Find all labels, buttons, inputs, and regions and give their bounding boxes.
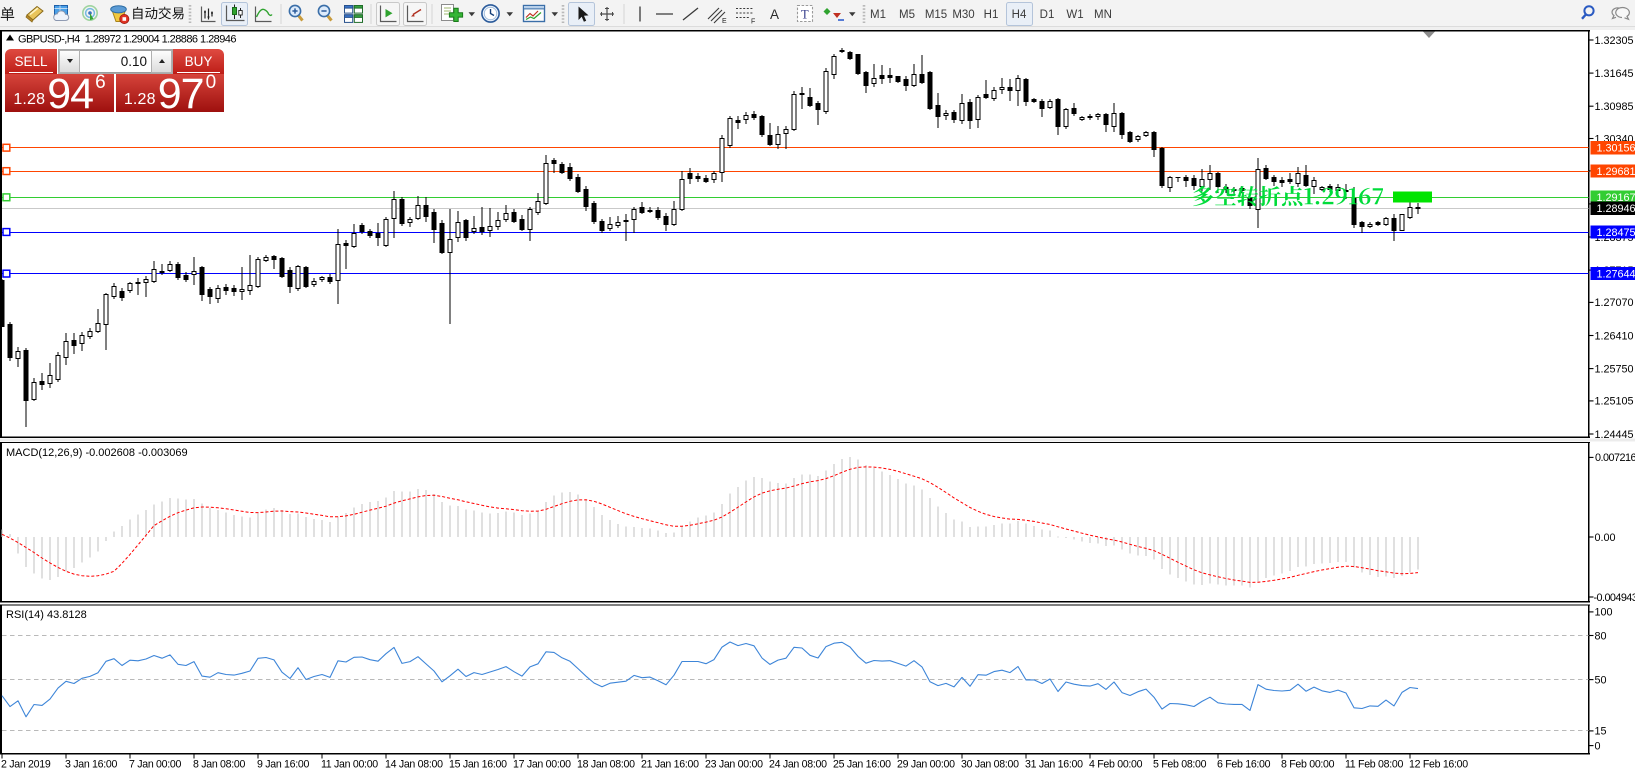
svg-text:18 Jan 08:00: 18 Jan 08:00 (577, 759, 635, 771)
svg-text:A: A (770, 7, 779, 22)
svg-text:8 Jan 08:00: 8 Jan 08:00 (193, 759, 245, 771)
svg-text:H1: H1 (984, 9, 999, 21)
svg-text:21 Jan 16:00: 21 Jan 16:00 (641, 759, 699, 771)
svg-text:11 Jan 00:00: 11 Jan 00:00 (321, 759, 378, 771)
svg-text:1.30156: 1.30156 (1597, 143, 1635, 155)
svg-text:8 Feb 00:00: 8 Feb 00:00 (1281, 759, 1335, 771)
svg-text:F: F (751, 19, 755, 26)
svg-text:15: 15 (1595, 726, 1607, 738)
svg-text:31 Jan 16:00: 31 Jan 16:00 (1025, 759, 1083, 771)
svg-text:1.31645: 1.31645 (1595, 68, 1634, 80)
svg-text:1.28946: 1.28946 (1597, 203, 1635, 215)
svg-text:23 Jan 00:00: 23 Jan 00:00 (705, 759, 763, 771)
svg-text:1.29681: 1.29681 (1597, 166, 1635, 178)
svg-text:12 Feb 16:00: 12 Feb 16:00 (1409, 759, 1468, 771)
svg-text:M30: M30 (952, 9, 974, 21)
svg-text:15 Jan 16:00: 15 Jan 16:00 (449, 759, 507, 771)
svg-text:80: 80 (1595, 630, 1607, 642)
svg-text:T: T (801, 8, 809, 22)
svg-text:29 Jan 00:00: 29 Jan 00:00 (897, 759, 955, 771)
svg-text:1.29167: 1.29167 (1597, 192, 1635, 204)
svg-text:1.28475: 1.28475 (1597, 227, 1635, 239)
svg-text:0: 0 (1595, 740, 1601, 752)
svg-text:M5: M5 (899, 9, 915, 21)
svg-text:1.25105: 1.25105 (1595, 396, 1634, 408)
svg-text:4 Feb 00:00: 4 Feb 00:00 (1089, 759, 1143, 771)
svg-text:7 Jan 00:00: 7 Jan 00:00 (129, 759, 181, 771)
svg-text:3 Jan 16:00: 3 Jan 16:00 (65, 759, 117, 771)
svg-text:MACD(12,26,9) -0.002608 -0.003: MACD(12,26,9) -0.002608 -0.003069 (6, 447, 188, 459)
svg-text:17 Jan 00:00: 17 Jan 00:00 (513, 759, 571, 771)
svg-text:100: 100 (1595, 607, 1613, 619)
svg-text:1.32305: 1.32305 (1595, 35, 1634, 47)
svg-text:25 Jan 16:00: 25 Jan 16:00 (833, 759, 891, 771)
svg-text:H4: H4 (1012, 9, 1027, 21)
svg-text:50: 50 (1595, 674, 1607, 686)
svg-text:M15: M15 (925, 9, 947, 21)
svg-text:1.27070: 1.27070 (1595, 297, 1634, 309)
svg-text:1.27644: 1.27644 (1597, 268, 1635, 280)
svg-text:14 Jan 08:00: 14 Jan 08:00 (385, 759, 443, 771)
svg-text:24 Jan 08:00: 24 Jan 08:00 (769, 759, 827, 771)
svg-text:MN: MN (1094, 9, 1112, 21)
svg-text:9 Jan 16:00: 9 Jan 16:00 (257, 759, 309, 771)
svg-text:5 Feb 08:00: 5 Feb 08:00 (1153, 759, 1207, 771)
svg-text:11 Feb 08:00: 11 Feb 08:00 (1345, 759, 1403, 771)
svg-text:-0.004943: -0.004943 (1594, 592, 1635, 604)
svg-text:GBPUSD-,H4 1.28972 1.29004 1.: GBPUSD-,H4 1.28972 1.29004 1.28886 1.289… (18, 34, 236, 46)
svg-text:2 Jan 2019: 2 Jan 2019 (1, 759, 51, 771)
svg-text:M1: M1 (870, 9, 886, 21)
svg-text:0.00: 0.00 (1595, 532, 1616, 544)
svg-text:1.26410: 1.26410 (1595, 330, 1634, 342)
svg-text:1.24445: 1.24445 (1595, 429, 1634, 441)
svg-text:D1: D1 (1040, 9, 1055, 21)
svg-text:W1: W1 (1066, 9, 1083, 21)
svg-text:1.30985: 1.30985 (1595, 101, 1634, 113)
svg-text:30 Jan 08:00: 30 Jan 08:00 (961, 759, 1019, 771)
svg-text:RSI(14) 43.8128: RSI(14) 43.8128 (6, 609, 87, 621)
svg-text:0.007216: 0.007216 (1595, 452, 1635, 464)
svg-text:6 Feb 16:00: 6 Feb 16:00 (1217, 759, 1271, 771)
svg-text:E: E (722, 18, 727, 25)
svg-text:1.25750: 1.25750 (1595, 363, 1634, 375)
